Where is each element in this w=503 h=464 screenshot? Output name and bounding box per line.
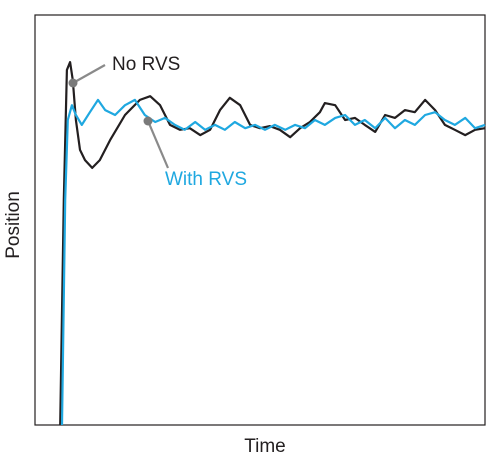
series-line xyxy=(59,61,486,426)
y-axis-label: Position xyxy=(3,191,24,259)
x-axis-label: Time xyxy=(244,436,286,457)
series-label: No RVS xyxy=(112,54,180,75)
label-pointer xyxy=(146,120,170,169)
label-dot xyxy=(143,116,153,126)
series-label: With RVS xyxy=(165,169,247,190)
label-pointer xyxy=(72,64,106,84)
plot-frame xyxy=(34,14,486,426)
label-dot xyxy=(68,78,78,88)
series-line xyxy=(60,98,486,426)
